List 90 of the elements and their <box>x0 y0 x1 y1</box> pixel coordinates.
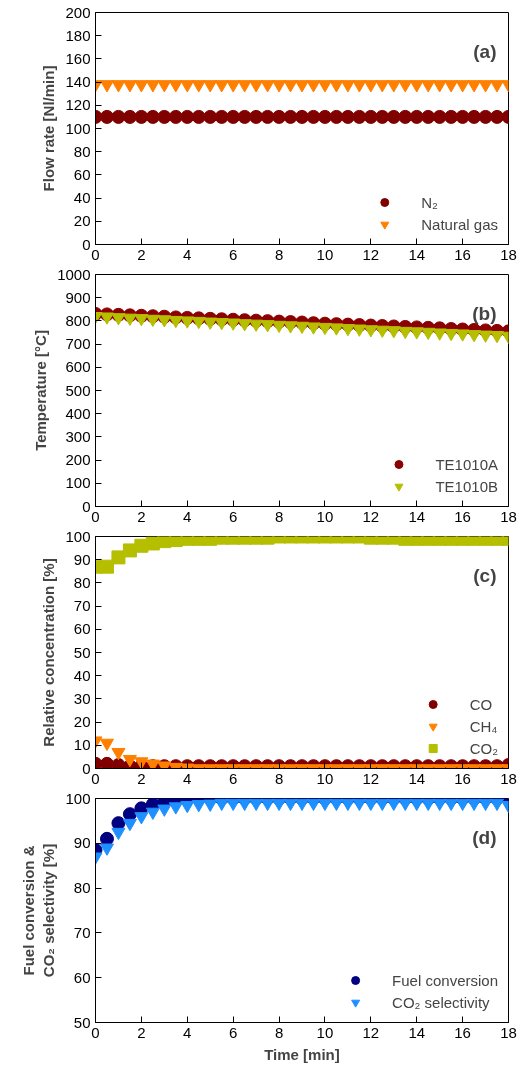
legend-label: CO <box>469 695 493 713</box>
y-tick-label: 40 <box>73 666 91 684</box>
x-tick-label: 10 <box>316 1023 334 1041</box>
x-tick-label: 12 <box>362 1023 380 1041</box>
annotation: (d) <box>472 826 497 848</box>
y-tick-label: 60 <box>73 620 91 638</box>
y-tick-label: 80 <box>73 142 91 160</box>
y-tick-label: 80 <box>73 573 91 591</box>
x-tick-label: 10 <box>316 245 334 263</box>
y-tick-label: 20 <box>73 212 91 230</box>
y-tick-label: 200 <box>65 3 91 21</box>
x-tick-label: 18 <box>500 769 517 787</box>
x-tick-label: 14 <box>408 245 426 263</box>
x-tick-label: 18 <box>500 507 517 525</box>
y-tick-label: 600 <box>65 358 91 376</box>
x-tick-label: 8 <box>274 1023 284 1041</box>
y-tick-label: 80 <box>73 879 91 897</box>
x-tick-label: 16 <box>454 507 471 525</box>
annotation: (a) <box>473 40 497 62</box>
legend-label: Fuel conversion <box>392 971 498 989</box>
x-tick-label: 6 <box>229 769 238 787</box>
legend-label: CO₂ selectivity <box>392 993 490 1011</box>
y-tick-label: 40 <box>73 189 91 207</box>
y-tick-label: 160 <box>65 49 91 67</box>
y-tick-label: 70 <box>73 923 91 941</box>
y-tick-label: 50 <box>73 643 91 661</box>
y-tick-label: 200 <box>65 451 91 469</box>
y-tick-label: 10 <box>73 736 91 754</box>
x-tick-label: 6 <box>229 1023 238 1041</box>
annotation: (c) <box>473 564 497 586</box>
y-axis-title: Fuel conversion & CO₂ selectivity [%] <box>20 843 58 978</box>
y-tick-label: 100 <box>65 527 91 545</box>
x-tick-label: 12 <box>362 245 380 263</box>
legend-label: CO₂ <box>469 739 498 757</box>
y-tick-label: 500 <box>65 381 91 399</box>
y-tick-label: 60 <box>73 968 91 986</box>
y-tick-label: 100 <box>65 474 91 492</box>
y-axis-title: Flow rate [Nl/min] <box>40 65 58 192</box>
x-tick-label: 8 <box>274 507 284 525</box>
y-axis-title: Temperature [°C] <box>32 330 50 451</box>
y-tick-label: 700 <box>65 335 91 353</box>
legend-label: N₂ <box>421 193 439 211</box>
x-tick-label: 18 <box>500 1023 517 1041</box>
y-tick-label: 30 <box>73 689 91 707</box>
y-tick-label: 1000 <box>57 265 91 283</box>
x-tick-label: 16 <box>454 769 471 787</box>
x-tick-label: 4 <box>183 245 192 263</box>
x-tick-label: 2 <box>137 769 146 787</box>
y-tick-label: 900 <box>65 288 91 306</box>
x-tick-label: 18 <box>500 245 517 263</box>
x-tick-label: 12 <box>362 769 380 787</box>
y-tick-label: 800 <box>65 311 91 329</box>
x-tick-label: 10 <box>316 507 334 525</box>
y-tick-label: 70 <box>73 597 91 615</box>
y-tick-label: 100 <box>65 789 91 807</box>
legend-label: CH₄ <box>469 717 498 735</box>
y-tick-label: 100 <box>65 119 91 137</box>
x-tick-label: 8 <box>274 245 284 263</box>
x-tick-label: 14 <box>408 1023 426 1041</box>
legend-label: TE1010B <box>435 477 498 495</box>
x-tick-label: 6 <box>229 507 238 525</box>
y-tick-label: 60 <box>73 165 91 183</box>
y-tick-label: 300 <box>65 427 91 445</box>
y-tick-label: 90 <box>73 550 91 568</box>
y-tick-label: 20 <box>73 713 91 731</box>
y-axis-title: Relative concentration [%] <box>40 558 58 747</box>
legend-label: Natural gas <box>421 215 498 233</box>
legend-label: TE1010A <box>435 455 498 473</box>
x-tick-label: 16 <box>454 1023 471 1041</box>
y-tick-label: 50 <box>73 1013 91 1031</box>
y-tick-label: 180 <box>65 26 91 44</box>
x-tick-label: 4 <box>183 1023 192 1041</box>
x-tick-label: 4 <box>183 507 192 525</box>
x-tick-label: 2 <box>137 1023 146 1041</box>
x-tick-label: 8 <box>274 769 284 787</box>
x-tick-label: 14 <box>408 769 426 787</box>
x-tick-label: 12 <box>362 507 380 525</box>
x-tick-label: 6 <box>229 245 238 263</box>
x-tick-label: 14 <box>408 507 426 525</box>
y-tick-label: 90 <box>73 834 91 852</box>
y-tick-label: 120 <box>65 96 91 114</box>
x-axis-title: Time [min] <box>264 1045 340 1063</box>
y-tick-label: 400 <box>65 404 91 422</box>
x-tick-label: 2 <box>137 507 146 525</box>
annotation: (b) <box>472 302 497 324</box>
y-tick-label: 140 <box>65 73 91 91</box>
x-tick-label: 16 <box>454 245 471 263</box>
x-tick-label: 10 <box>316 769 334 787</box>
x-tick-label: 2 <box>137 245 146 263</box>
x-tick-label: 4 <box>183 769 192 787</box>
